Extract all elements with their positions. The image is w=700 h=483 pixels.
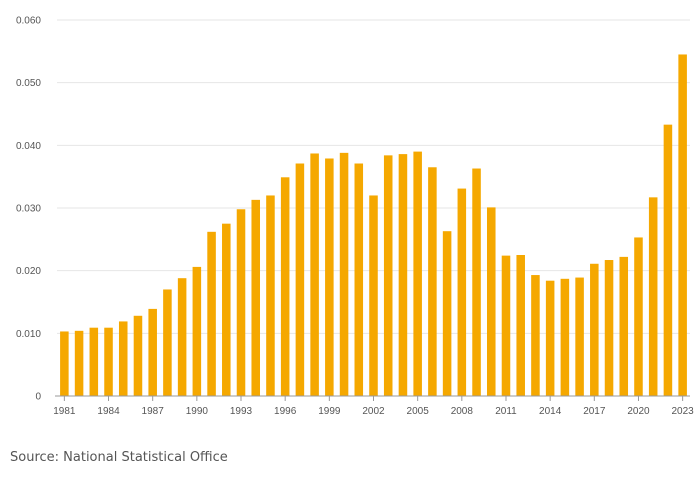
bar-2019 <box>619 256 629 396</box>
bar-2009 <box>472 168 481 396</box>
bar-1995 <box>266 195 275 396</box>
bar-1997 <box>295 163 305 396</box>
bar-2015 <box>560 278 570 396</box>
x-tick-label: 1996 <box>274 406 297 417</box>
x-tick-label: 2017 <box>583 406 606 417</box>
bar-1993 <box>236 209 246 396</box>
bar-1986 <box>133 315 143 396</box>
y-tick-label: 0.010 <box>16 329 41 340</box>
bar-chart: 0 0.010 0.020 0.030 0.040 0.050 0.060 1981 1984… <box>16 16 694 418</box>
x-tick-label: 1981 <box>53 406 76 417</box>
bar-2004 <box>398 154 408 396</box>
y-axis-ticks: 0 0.010 0.020 0.030 0.040 0.050 0.060 <box>16 16 41 403</box>
bar-1990 <box>192 266 202 396</box>
bar-1982 <box>74 330 84 396</box>
bar-2001 <box>354 163 364 396</box>
y-tick-label: 0.060 <box>16 16 41 27</box>
bar-2005 <box>413 151 422 396</box>
x-tick-label: 2002 <box>362 406 385 417</box>
y-tick-label: 0.020 <box>16 266 41 277</box>
bar-2006 <box>428 167 437 396</box>
bar-2011 <box>501 255 511 396</box>
bar-2014 <box>545 280 555 396</box>
x-tick-label: 2023 <box>672 406 695 417</box>
bar-2018 <box>604 260 614 396</box>
y-tick-label: 0.050 <box>16 78 41 89</box>
bar-2021 <box>648 197 658 396</box>
x-tick-label: 1990 <box>186 406 209 417</box>
bar-1981 <box>60 331 69 396</box>
bar-1992 <box>222 223 231 396</box>
bar-2016 <box>575 277 584 396</box>
x-tick-label: 1984 <box>97 406 120 417</box>
bar-1996 <box>280 177 290 396</box>
x-tick-label: 2020 <box>627 406 650 417</box>
y-tick-label: 0.040 <box>16 141 41 152</box>
source-note: Source: National Statistical Office <box>10 450 228 465</box>
y-tick-label: 0 <box>35 392 41 403</box>
x-tick-label: 2011 <box>495 406 517 417</box>
bar-2008 <box>457 188 467 396</box>
y-tick-label: 0.030 <box>16 204 41 215</box>
x-tick-label: 2005 <box>407 406 430 417</box>
bar-1984 <box>104 327 113 396</box>
bar-1998 <box>310 153 319 396</box>
bar-1985 <box>118 321 128 396</box>
bar-1987 <box>148 308 157 396</box>
bar-2010 <box>486 207 496 396</box>
bar-1999 <box>325 158 334 396</box>
bar-1983 <box>89 327 99 396</box>
bar-1989 <box>177 278 187 396</box>
bar-2002 <box>369 195 378 396</box>
bar-2007 <box>442 231 452 396</box>
bar-2000 <box>339 152 349 396</box>
bar-2022 <box>663 124 673 397</box>
bar-2003 <box>383 155 393 396</box>
bar-2017 <box>590 263 599 396</box>
bar-1994 <box>251 199 261 396</box>
x-tick-label: 1999 <box>318 406 341 417</box>
bar-2013 <box>531 275 540 396</box>
bar-2012 <box>516 255 525 396</box>
bars <box>60 54 687 397</box>
bar-1991 <box>207 231 216 396</box>
bar-2020 <box>634 237 643 396</box>
bar-2023 <box>678 54 687 396</box>
x-tick-label: 1993 <box>230 406 253 417</box>
x-tick-label: 1987 <box>142 406 165 417</box>
x-tick-label: 2008 <box>451 406 474 417</box>
x-tick-label: 2014 <box>539 406 562 417</box>
x-axis-ticks: 1981 1984 1987 1990 1993 1996 1999 2002 2005 2008… <box>53 396 694 417</box>
bar-1988 <box>163 289 172 396</box>
